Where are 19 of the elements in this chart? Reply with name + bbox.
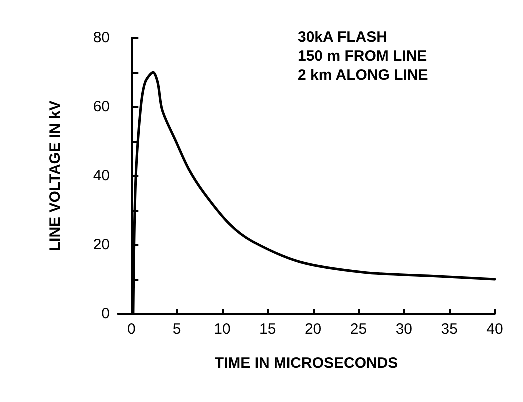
y-axis-title: LINE VOLTAGE IN kV <box>47 100 64 252</box>
y-tick-label: 40 <box>93 168 110 184</box>
x-tick-label: 0 <box>127 321 136 338</box>
y-tick-label: 80 <box>93 30 110 46</box>
y-tick-label: 60 <box>93 98 110 116</box>
x-tick-label: 10 <box>214 321 231 338</box>
x-axis-title: TIME IN MICROSECONDS <box>214 355 398 372</box>
annotation: 150 m FROM LINE <box>298 48 428 65</box>
x-tick-label: 5 <box>172 321 182 338</box>
x-tick-label: 30 <box>396 321 412 338</box>
annotation: 2 km ALONG LINE <box>298 67 428 84</box>
y-tick-label: 0 <box>102 306 110 322</box>
y-tick-label: 20 <box>93 236 110 254</box>
x-tick-label: 40 <box>486 321 504 338</box>
x-tick-label: 20 <box>304 321 322 338</box>
annotation: 30kA FLASH <box>298 29 388 46</box>
x-tick-label: 15 <box>260 321 276 338</box>
x-tick-label: 35 <box>441 321 458 338</box>
x-tick-label: 25 <box>350 321 368 338</box>
